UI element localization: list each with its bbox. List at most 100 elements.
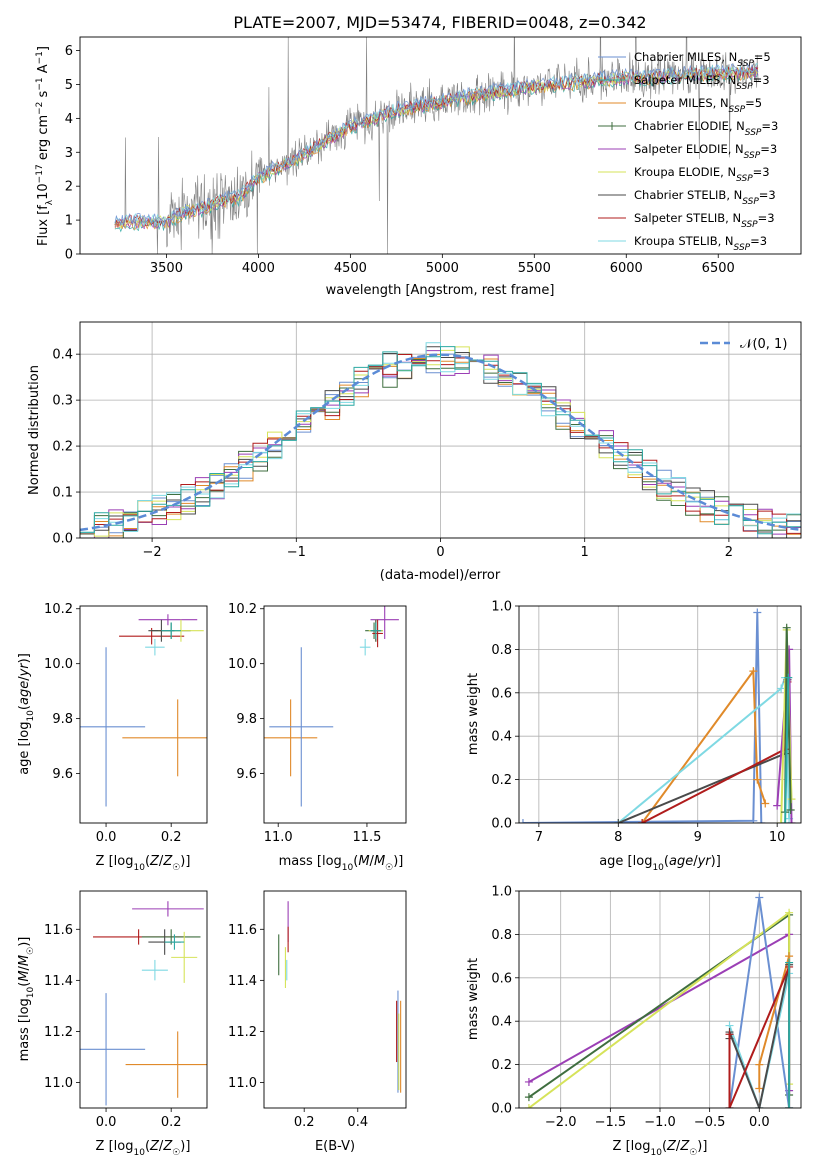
- weight-point-salpeter_stelib: [638, 819, 647, 823]
- y-tick-label: 9.6: [52, 767, 73, 782]
- x-tick-label: 5500: [518, 261, 551, 276]
- weight-line-kroupa_stelib: [728, 973, 791, 1108]
- x-tick-label: 8: [614, 830, 622, 845]
- y-tick-label: 0.8: [491, 643, 512, 658]
- y-tick-label: 5: [65, 78, 73, 93]
- y-tick-label: 9.8: [52, 712, 73, 727]
- x-tick-label: 0.0: [96, 1115, 117, 1130]
- weight-point-chabrier_miles: [757, 819, 766, 823]
- weight-point-kroupa_miles: [753, 775, 762, 784]
- y-tick-label: 10.0: [228, 657, 257, 672]
- weight-point-kroupa_stelib: [777, 684, 786, 693]
- legend-label: Chabrier STELIB, NSSP=3: [634, 188, 776, 207]
- axes-frame: [79, 890, 208, 1109]
- x-tick-label: 0.2: [161, 830, 182, 845]
- y-tick-label: 0.2: [52, 440, 73, 455]
- y-tick-label: 10.2: [44, 602, 73, 617]
- weight-point-kroupa_miles: [755, 1060, 764, 1069]
- page-title: PLATE=2007, MJD=53474, FIBERID=0048, z=0…: [233, 13, 646, 32]
- y-tick-label: 11.2: [228, 1025, 257, 1040]
- x-tick-label: −2.0: [545, 1115, 577, 1130]
- y-tick-label: 1.0: [491, 600, 512, 615]
- y-tick-label: 2: [65, 180, 73, 195]
- weight-line-salpeter_miles: [784, 677, 790, 823]
- weight-point-chabrier_stelib: [614, 819, 623, 823]
- y-tick-label: 10.0: [44, 657, 73, 672]
- y-tick-label: 0.6: [491, 686, 512, 701]
- x-tick-label: 1: [581, 545, 589, 560]
- x-tick-label: 10: [769, 830, 786, 845]
- y-tick-label: 0.2: [491, 1058, 512, 1073]
- x-axis-label: (data-model)/error: [380, 568, 501, 583]
- y-tick-label: 11.6: [44, 923, 73, 938]
- plot-area: [519, 891, 801, 1108]
- legend-label: Kroupa ELODIE, NSSP=3: [634, 165, 770, 184]
- y-tick-label: 0.8: [491, 928, 512, 943]
- x-axis-label: mass [log10(M/M☉)]: [279, 854, 404, 873]
- chart-age_vs_Z: 0.0 0.2 9.6 9.8 10.0 10.2 age [log10(age/yr)] Z…: [17, 602, 208, 873]
- weight-point-kroupa_elodie: [524, 1104, 533, 1108]
- weight-point-chabrier_miles: [755, 893, 764, 902]
- axes-frame: [79, 321, 802, 539]
- weight-point-salpeter_miles: [785, 1104, 794, 1108]
- y-tick-label: 4: [65, 112, 73, 127]
- x-tick-label: −1: [287, 545, 306, 560]
- legend-label: Salpeter ELODIE, NSSP=3: [634, 142, 777, 161]
- weight-point-chabrier_stelib: [755, 1104, 764, 1108]
- y-tick-label: 0.0: [491, 1102, 512, 1117]
- plot-area: [114, 37, 759, 254]
- axes-frame: [79, 605, 208, 824]
- weight-point-chabrier_elodie: [782, 623, 791, 632]
- weight-point-kroupa_miles: [761, 799, 770, 808]
- y-tick-label: 0.0: [491, 817, 512, 832]
- weight-point-chabrier_miles: [519, 819, 527, 823]
- y-tick-label: 11.0: [228, 1076, 257, 1091]
- y-tick-label: 11.4: [44, 974, 73, 989]
- weight-point-salpeter_elodie: [787, 819, 796, 823]
- chart-residuals: −2 −1 0 1 2 0.0 0.1 0.2 0.3 0.4 𝒩(0, 1) Normed dist…: [27, 321, 802, 583]
- x-axis-label: Z [log10(Z/Z☉)]: [613, 1139, 708, 1158]
- y-tick-label: 3: [65, 146, 73, 161]
- x-tick-label: 0.4: [347, 1115, 368, 1130]
- x-tick-label: −1.5: [595, 1115, 627, 1130]
- legend-label: Chabrier ELODIE, NSSP=3: [634, 119, 778, 138]
- y-tick-label: 0.2: [491, 773, 512, 788]
- x-axis-label: wavelength [Angstrom, rest frame]: [326, 283, 555, 298]
- y-tick-label: 11.6: [228, 923, 257, 938]
- weight-point-salpeter_miles: [781, 819, 790, 823]
- y-tick-label: 0.4: [52, 348, 73, 363]
- weight-line-kroupa_miles: [641, 668, 767, 823]
- weight-point-salpeter_elodie: [524, 1077, 533, 1086]
- axes-frame: [518, 605, 802, 824]
- weight-point-chabrier_miles: [749, 816, 758, 823]
- weight-point-salpeter_stelib: [725, 1104, 734, 1108]
- x-tick-label: 2: [725, 545, 733, 560]
- model-spectrum-kroupa_elodie: [114, 66, 759, 229]
- model-spectrum-chabrier_miles: [114, 62, 759, 226]
- y-tick-label: 11.0: [44, 1076, 73, 1091]
- plot-area: [80, 901, 207, 1106]
- plot-area: [80, 322, 801, 538]
- weight-point-salpeter_stelib: [725, 1030, 734, 1039]
- weight-point-kroupa_elodie: [785, 908, 794, 917]
- y-tick-label: 0.0: [52, 532, 73, 547]
- x-tick-label: 6500: [702, 261, 735, 276]
- x-axis-label: Z [log10(Z/Z☉)]: [96, 854, 191, 873]
- y-tick-label: 11.4: [228, 974, 257, 989]
- legend-label: 𝒩(0, 1): [740, 337, 787, 352]
- y-tick-label: 0.4: [491, 730, 512, 745]
- y-axis-label: mass weight: [466, 958, 481, 1040]
- chart-weight_vs_Z: −2.0 −1.5 −1.0 −0.5 0.0 0.0 0.2 0.4 0.6 0.8 1.0 mas…: [466, 885, 802, 1158]
- y-tick-label: 0.3: [52, 394, 73, 409]
- x-tick-label: 0.2: [161, 1115, 182, 1130]
- weight-point-chabrier_elodie: [524, 1093, 533, 1102]
- x-tick-label: 4500: [334, 261, 367, 276]
- y-tick-label: 1: [65, 214, 73, 229]
- y-axis-label: age [log10(age/yr)]: [17, 653, 36, 775]
- weight-point-salpeter_elodie: [773, 801, 782, 810]
- y-tick-label: 11.2: [44, 1025, 73, 1040]
- chart-spectrum: 3500 4000 4500 5000 5500 6000 6500 0 1 2 3 4 5 6 Chabr…: [35, 36, 802, 298]
- y-tick-label: 0.6: [491, 971, 512, 986]
- x-tick-label: −1.0: [644, 1115, 676, 1130]
- x-tick-label: 5000: [426, 261, 459, 276]
